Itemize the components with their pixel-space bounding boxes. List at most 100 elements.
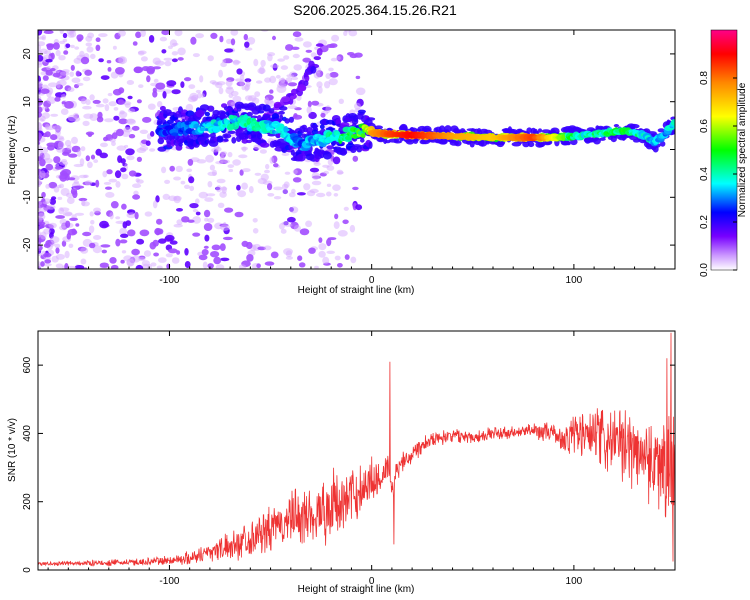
spectrogram-noise-blob [48, 222, 57, 229]
spectrogram-ridge-halo [480, 139, 485, 147]
spectrogram-noise-blob [84, 180, 93, 186]
spectrogram-noise-blob [176, 219, 183, 225]
spectrogram-noise-blob [112, 88, 122, 96]
spectrogram-noise-blob [98, 58, 104, 63]
spectrogram-noise-blob [275, 74, 281, 79]
spectrogram-noise-blob [338, 98, 344, 105]
spectrogram-noise-blob [337, 263, 343, 268]
spectrogram-noise-blob [46, 43, 55, 48]
spectrogram-noise-blob [38, 174, 43, 181]
spectrogram-xtick-label: 0 [369, 275, 375, 286]
spectrogram-noise-blob [155, 82, 166, 90]
spectrogram-noise-blob [39, 224, 45, 229]
spectrogram-noise-blob [41, 191, 46, 198]
spectrogram-noise-blob [329, 71, 339, 78]
spectrogram-noise-blob [50, 134, 58, 141]
spectrogram-noise-blob [110, 201, 119, 209]
spectrogram-noise-blob [75, 70, 81, 77]
spectrogram-noise-blob [133, 190, 139, 196]
spectrogram-noise-blob [192, 232, 201, 237]
spectrogram-noise-blob [267, 183, 273, 191]
spectrogram-noise-blob [332, 156, 341, 165]
spectrogram-noise-blob [74, 265, 85, 269]
spectrogram-noise-blob [79, 158, 85, 166]
spectrogram-noise-blob [147, 103, 156, 110]
spectrogram-noise-blob [80, 247, 89, 254]
spectrogram-noise-blob [43, 243, 51, 249]
spectrogram-noise-blob [189, 185, 195, 192]
spectrogram-noise-blob [93, 159, 99, 164]
spectrogram-noise-blob [72, 190, 78, 199]
spectrogram-noise-blob [176, 208, 183, 212]
spectrogram-noise-blob [102, 98, 109, 104]
spectrogram-noise-blob [173, 223, 183, 228]
spectrogram-noise-blob [298, 262, 306, 268]
spectrogram-noise-blob [230, 38, 236, 46]
snr-xtick-label: 100 [566, 576, 583, 587]
spectrogram-noise-blob [136, 99, 142, 104]
spectrogram-noise-blob [66, 196, 75, 205]
spectrogram-noise-blob [285, 77, 293, 83]
spectrogram-noise-blob [38, 205, 41, 212]
spectrogram-noise-blob [207, 181, 213, 188]
spectrogram-noise-blob [320, 112, 326, 118]
spectrogram-streak-blob [297, 84, 306, 91]
spectrogram-noise-blob [220, 224, 230, 231]
spectrogram-noise-blob [203, 245, 209, 249]
spectrogram-noise-blob [350, 256, 357, 264]
spectrogram-ridge-halo [227, 130, 236, 134]
spectrogram-noise-blob [92, 99, 101, 104]
spectrogram-noise-blob [156, 218, 163, 225]
spectrogram-noise-blob [333, 221, 340, 230]
spectrogram-noise-blob [108, 178, 118, 183]
spectrogram-ridge-core [670, 119, 675, 126]
spectrogram-noise-blob [285, 44, 294, 51]
spectrogram-ridge-halo [288, 116, 294, 123]
spectrogram-ridge-halo [454, 140, 462, 147]
spectrogram-noise-blob [226, 38, 233, 45]
spectrogram-noise-blob [244, 78, 252, 83]
spectrogram-noise-blob [52, 42, 60, 50]
spectrogram-noise-blob [175, 165, 183, 173]
spectrogram-noise-blob [65, 220, 71, 228]
spectrogram-ridge-halo [599, 137, 606, 141]
spectrogram-noise-blob [83, 113, 94, 119]
spectrogram-noise-blob [40, 88, 50, 94]
spectrogram-ridge-halo [207, 105, 215, 112]
spectrogram-noise-blob [38, 106, 43, 114]
spectrogram-noise-blob [195, 211, 201, 216]
snr-ytick-label: 0 [22, 567, 33, 573]
spectrogram-ridge-halo [218, 114, 228, 119]
spectrogram-noise-blob [264, 261, 275, 266]
spectrogram-noise-blob [196, 159, 207, 164]
spectrogram-noise-blob [155, 195, 160, 203]
spectrogram-streak-blob [290, 95, 295, 100]
spectrogram-noise-blob [150, 131, 155, 137]
spectrogram-noise-blob [56, 147, 65, 153]
spectrogram-noise-blob [241, 240, 249, 247]
spectrogram-noise-blob [308, 247, 316, 254]
spectrogram-noise-blob [303, 183, 311, 191]
spectrogram-noise-blob [38, 180, 42, 187]
spectrogram-noise-blob [107, 92, 113, 97]
spectrogram-noise-blob [247, 37, 256, 45]
spectrogram-noise-blob [90, 154, 96, 160]
spectrogram-noise-blob [238, 264, 247, 269]
spectrogram-noise-blob [136, 147, 147, 153]
spectrogram-noise-blob [290, 76, 299, 81]
spectrogram-ridge-halo [257, 110, 265, 114]
spectrogram-noise-blob [78, 197, 88, 202]
spectrogram-noise-blob [38, 81, 43, 88]
spectrogram-noise-blob [139, 229, 150, 237]
spectrogram-streak-blob [315, 43, 324, 47]
spectrogram-noise-blob [100, 244, 111, 248]
spectrogram-noise-blob [143, 250, 152, 257]
spectrogram-ridge-halo [366, 117, 376, 121]
spectrogram-noise-blob [343, 206, 349, 211]
spectrogram-streak-blob [241, 138, 249, 144]
spectrogram-ridge-halo [216, 135, 224, 143]
snr-xlabel: Height of straight line (km) [298, 584, 415, 595]
spectrogram-ytick-label: 20 [22, 48, 33, 60]
spectrogram-noise-blob [135, 264, 144, 269]
